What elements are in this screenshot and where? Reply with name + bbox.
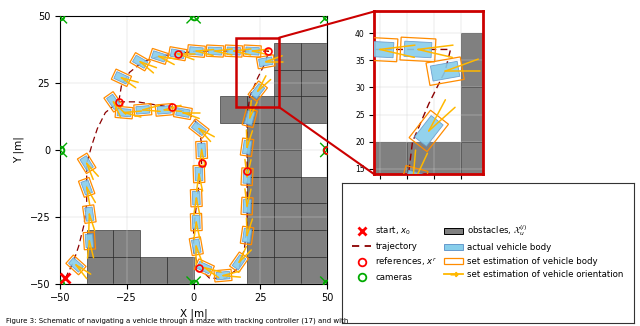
Bar	[247, 203, 274, 230]
Bar	[274, 70, 301, 96]
Bar	[86, 257, 113, 284]
Bar	[247, 230, 274, 257]
Bar	[247, 96, 274, 123]
Bar	[220, 96, 247, 123]
Polygon shape	[195, 167, 203, 181]
Polygon shape	[196, 261, 212, 274]
Polygon shape	[132, 55, 148, 68]
Bar	[461, 142, 516, 196]
Polygon shape	[68, 258, 83, 272]
Bar	[301, 177, 327, 203]
Polygon shape	[244, 111, 255, 125]
Bar	[167, 257, 193, 284]
Polygon shape	[198, 143, 205, 157]
Bar	[301, 96, 327, 123]
Bar	[274, 150, 301, 177]
Bar	[274, 230, 301, 257]
Polygon shape	[431, 61, 460, 81]
Polygon shape	[243, 140, 252, 155]
Bar	[274, 96, 301, 123]
Bar	[461, 33, 516, 87]
Polygon shape	[85, 234, 93, 248]
Legend: start, $x_0$, trajectory, references, $x^r$, cameras, obstacles, $\mathcal{X}_u^: start, $x_0$, trajectory, references, $x…	[348, 219, 628, 286]
Bar	[113, 257, 140, 284]
Polygon shape	[246, 47, 259, 55]
Polygon shape	[402, 170, 424, 200]
Bar	[86, 230, 113, 257]
Polygon shape	[136, 106, 150, 114]
Polygon shape	[366, 41, 394, 58]
Polygon shape	[81, 180, 92, 195]
Polygon shape	[227, 47, 241, 55]
Y-axis label: Y |m|: Y |m|	[13, 137, 24, 163]
Bar	[274, 203, 301, 230]
Polygon shape	[106, 94, 120, 110]
Polygon shape	[114, 72, 129, 84]
Bar	[353, 142, 407, 196]
Polygon shape	[259, 57, 273, 67]
Bar	[236, 38, 279, 107]
Bar	[247, 257, 274, 284]
Polygon shape	[251, 83, 265, 99]
Polygon shape	[191, 122, 207, 136]
Bar	[301, 203, 327, 230]
Polygon shape	[170, 49, 185, 59]
Bar	[274, 123, 301, 150]
Bar	[301, 70, 327, 96]
Bar	[247, 150, 274, 177]
Polygon shape	[243, 170, 251, 184]
Polygon shape	[157, 106, 171, 114]
Bar	[461, 87, 516, 142]
Bar	[140, 257, 167, 284]
Polygon shape	[151, 51, 166, 62]
Text: Figure 3: Schematic of navigating a vehicle through a maze with tracking control: Figure 3: Schematic of navigating a vehi…	[6, 318, 349, 324]
Polygon shape	[80, 156, 93, 171]
Polygon shape	[404, 41, 432, 58]
Polygon shape	[189, 47, 204, 55]
Bar	[274, 177, 301, 203]
Polygon shape	[117, 108, 131, 117]
Polygon shape	[84, 207, 94, 221]
Bar	[407, 142, 461, 196]
Bar	[274, 43, 301, 70]
Polygon shape	[175, 108, 190, 117]
Bar	[301, 230, 327, 257]
Polygon shape	[192, 215, 200, 229]
Bar	[247, 123, 274, 150]
Polygon shape	[191, 239, 201, 253]
Polygon shape	[243, 229, 252, 243]
Polygon shape	[232, 255, 246, 270]
Polygon shape	[415, 115, 443, 146]
Bar	[274, 257, 301, 284]
Bar	[301, 257, 327, 284]
Polygon shape	[208, 47, 222, 55]
Bar	[301, 43, 327, 70]
Bar	[113, 230, 140, 257]
X-axis label: X |m|: X |m|	[180, 309, 207, 319]
Polygon shape	[192, 191, 200, 205]
Bar	[247, 177, 274, 203]
Polygon shape	[243, 199, 251, 213]
Polygon shape	[216, 271, 230, 280]
